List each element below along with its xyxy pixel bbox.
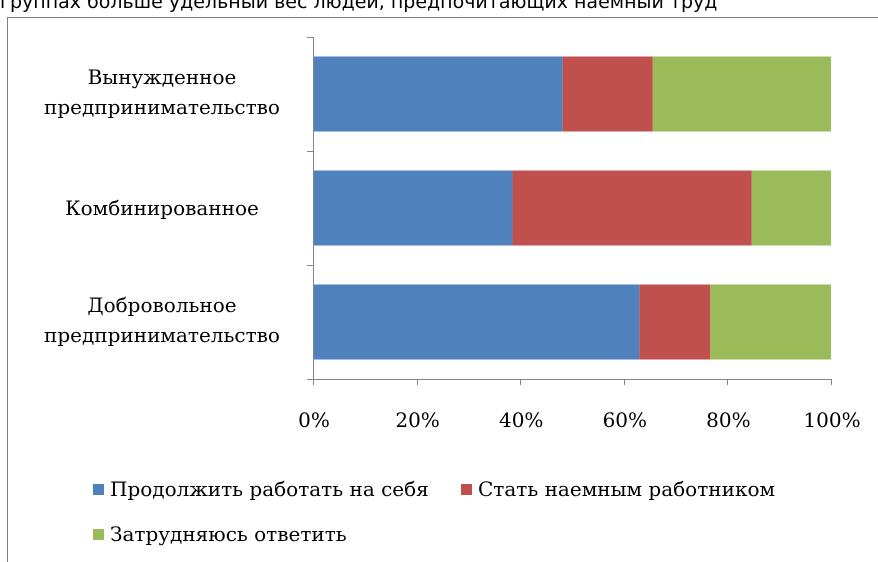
legend-swatch-red (461, 483, 472, 495)
bar-segment-c1-s0 (313, 170, 513, 246)
category-label-voluntary-line-2: предпринимательство (44, 323, 280, 347)
value-axis-tick-label: 0% (298, 408, 330, 432)
legend-swatch-blue (93, 483, 104, 495)
category-label-voluntary-line-1: Добровольное (87, 293, 237, 317)
value-axis-tick-label: 80% (706, 408, 750, 432)
value-axis-tick-label: 20% (395, 408, 439, 432)
category-label-forced: Вынужденное предпринимательство (17, 62, 307, 122)
chart-area (7, 17, 878, 562)
bar-segment-c0-s2 (652, 56, 831, 132)
category-label-forced-line-1: Вынужденное (87, 65, 237, 89)
legend-label-become-employee: Стать наемным работником (478, 477, 776, 501)
legend-label-work-for-self: Продолжить работать на себя (110, 477, 429, 501)
value-axis-tick-label: 40% (499, 408, 543, 432)
bar-segment-c2-s1 (639, 284, 711, 360)
bar-segment-c0-s1 (562, 56, 653, 132)
category-label-combined: Комбинированное (17, 193, 307, 223)
bar-segment-c0-s0 (313, 56, 563, 132)
category-label-forced-line-2: предпринимательство (44, 95, 280, 119)
header-text: группах больше удельный вес людей, предп… (0, 0, 718, 13)
legend-label-hard-to-say: Затрудняюсь ответить (110, 522, 347, 546)
category-label-combined-line-1: Комбинированное (65, 196, 259, 220)
bar-segment-c1-s2 (751, 170, 831, 246)
legend-item-work-for-self: Продолжить работать на себя (93, 477, 429, 501)
bar-segment-c2-s0 (313, 284, 640, 360)
category-label-voluntary: Добровольное предпринимательство (17, 290, 307, 350)
bar-segment-c1-s1 (512, 170, 752, 246)
legend-item-become-employee: Стать наемным работником (461, 477, 775, 501)
legend-item-hard-to-say: Затрудняюсь ответить (93, 522, 347, 546)
bar-segment-c2-s2 (710, 284, 831, 360)
value-axis-tick-label: 60% (603, 408, 647, 432)
legend-swatch-green (93, 528, 104, 540)
value-axis-tick-label: 100% (803, 408, 860, 432)
